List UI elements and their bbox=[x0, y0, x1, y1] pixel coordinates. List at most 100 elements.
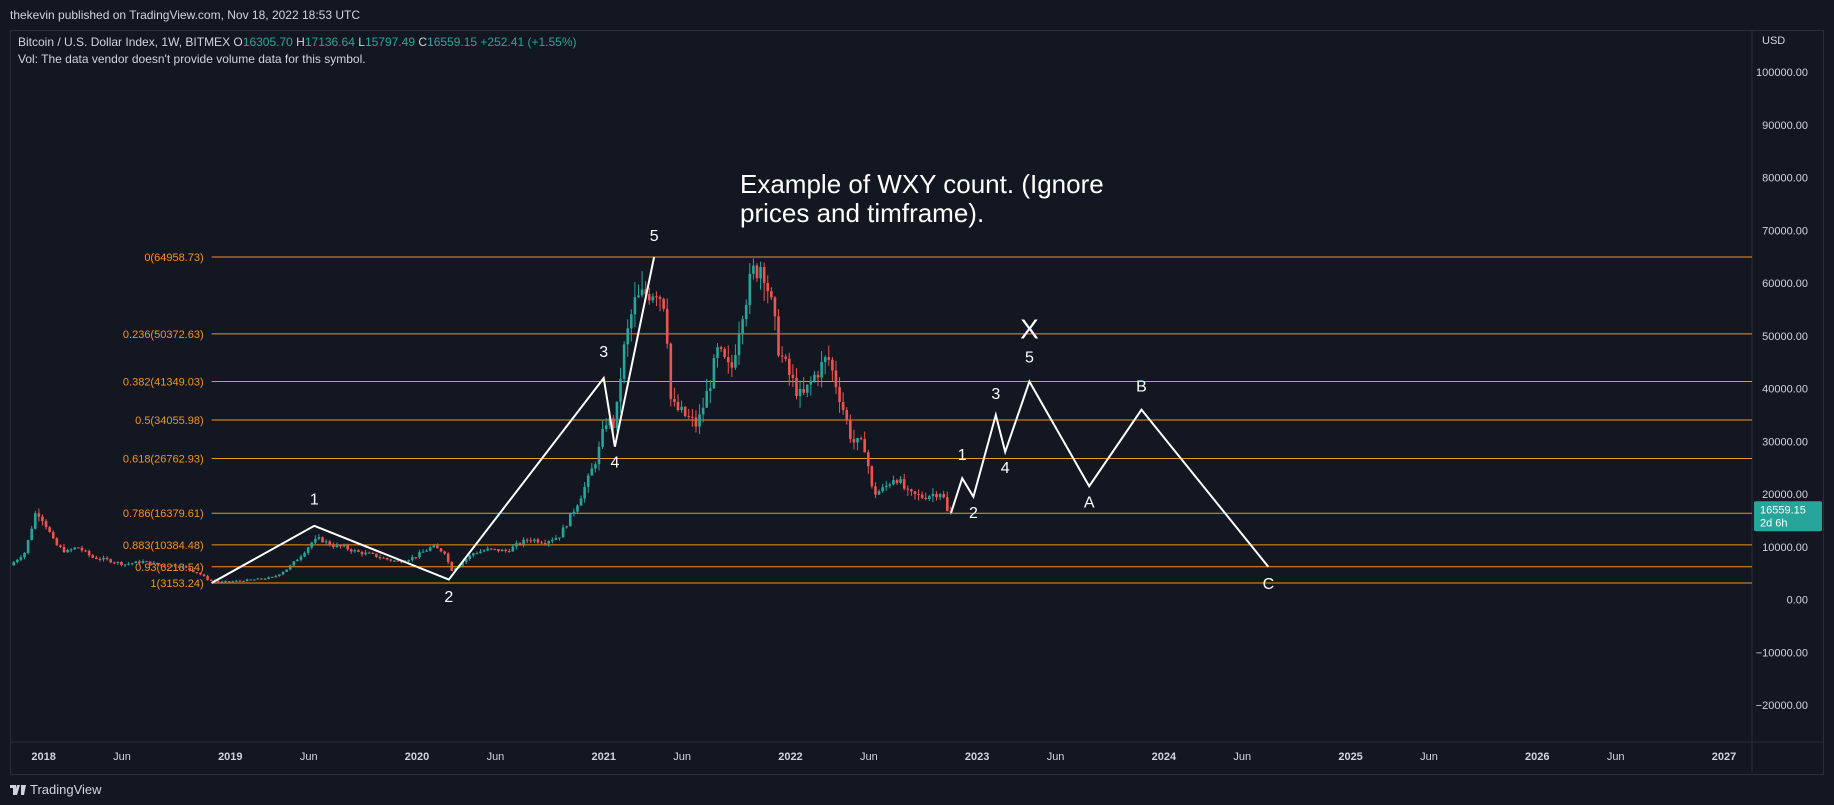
candle-body bbox=[723, 348, 726, 358]
brand-name[interactable]: TradingView bbox=[30, 782, 102, 797]
candle-body bbox=[902, 479, 906, 489]
candle-body bbox=[633, 297, 637, 315]
candle-body bbox=[486, 548, 489, 551]
candle-body bbox=[866, 452, 870, 467]
candle-body bbox=[44, 521, 48, 528]
tradingview-logo-icon[interactable] bbox=[10, 779, 26, 803]
x-tick-label: Jun bbox=[860, 751, 878, 763]
candle-body bbox=[202, 574, 206, 577]
candle-body bbox=[16, 559, 19, 563]
candle-body bbox=[834, 370, 838, 388]
candle-body bbox=[543, 543, 547, 545]
candle-body bbox=[515, 543, 518, 547]
candle-body bbox=[892, 480, 895, 485]
candle-body bbox=[270, 576, 274, 578]
symbol-name[interactable]: Bitcoin / U.S. Dollar Index, 1W, BITMEX bbox=[18, 35, 231, 49]
candle-body bbox=[410, 557, 414, 561]
candle-body bbox=[159, 564, 163, 566]
candle-body bbox=[109, 559, 112, 563]
x-tick-label: Jun bbox=[113, 751, 131, 763]
y-tick-label: 60000.00 bbox=[1762, 278, 1808, 290]
candle-body bbox=[120, 562, 123, 566]
annotation-title[interactable]: Example of WXY count. (Ignore prices and… bbox=[740, 169, 1104, 228]
candle-body bbox=[98, 558, 102, 560]
candle-body bbox=[928, 496, 931, 500]
close-label: C bbox=[418, 35, 428, 49]
y-tick-label: 10000.00 bbox=[1762, 542, 1808, 554]
x-tick-label: 2018 bbox=[31, 751, 55, 763]
change-value: +252.41 (+1.55%) bbox=[480, 35, 577, 49]
candle-body bbox=[296, 559, 299, 562]
candle-body bbox=[12, 562, 16, 566]
candle-body bbox=[407, 560, 410, 562]
x-tick-label: 2019 bbox=[218, 751, 242, 763]
candle-body bbox=[224, 581, 227, 583]
open-label: O bbox=[233, 35, 243, 49]
candle-body bbox=[263, 578, 267, 580]
fib-level-label: 0.93(6218.54) bbox=[135, 562, 204, 574]
candle-body bbox=[497, 549, 500, 552]
candle-body bbox=[382, 557, 385, 559]
candle-body bbox=[712, 358, 716, 389]
candle-body bbox=[856, 438, 859, 443]
chart-frame[interactable] bbox=[10, 30, 1824, 775]
candlesticks bbox=[12, 258, 953, 583]
candle-body bbox=[220, 581, 224, 583]
candle-body bbox=[389, 559, 393, 561]
candle-body bbox=[450, 561, 454, 571]
wave-label: 3 bbox=[599, 344, 608, 361]
candle-body bbox=[339, 544, 342, 547]
candle-body bbox=[730, 362, 734, 368]
candle-body bbox=[77, 547, 80, 549]
candle-body bbox=[33, 513, 37, 529]
candle-body bbox=[647, 294, 651, 301]
candle-body bbox=[762, 267, 766, 283]
y-tick-label: 20000.00 bbox=[1762, 489, 1808, 501]
high-label: H bbox=[296, 35, 305, 49]
candle-body bbox=[536, 539, 540, 543]
candle-body bbox=[935, 493, 938, 498]
candle-body bbox=[310, 542, 314, 548]
candle-body bbox=[630, 314, 633, 329]
candle-body bbox=[525, 539, 529, 541]
candle-body bbox=[130, 563, 134, 565]
candle-body bbox=[784, 356, 788, 359]
candle-body bbox=[55, 538, 59, 546]
candle-body bbox=[145, 561, 148, 563]
candle-body bbox=[644, 289, 647, 295]
candle-body bbox=[813, 374, 816, 381]
candle-body bbox=[734, 355, 737, 368]
x-tick-label: Jun bbox=[1047, 751, 1065, 763]
candle-body bbox=[673, 399, 676, 402]
candle-body bbox=[511, 546, 515, 552]
candle-body bbox=[371, 552, 375, 554]
candle-body bbox=[23, 552, 26, 558]
x-tick-label: 2025 bbox=[1338, 751, 1362, 763]
candle-body bbox=[816, 374, 820, 378]
candle-body bbox=[594, 464, 597, 469]
volume-note: Vol: The data vendor doesn't provide vol… bbox=[18, 52, 366, 66]
candle-body bbox=[443, 551, 446, 554]
wave-label: A bbox=[1084, 494, 1095, 511]
candle-body bbox=[507, 550, 511, 552]
y-tick-label: 40000.00 bbox=[1762, 384, 1808, 396]
candle-body bbox=[529, 540, 533, 542]
candle-body bbox=[551, 539, 554, 542]
candle-body bbox=[170, 565, 174, 567]
candle-body bbox=[306, 547, 310, 553]
candle-body bbox=[364, 552, 367, 555]
candle-body bbox=[41, 516, 44, 522]
candle-body bbox=[349, 549, 353, 552]
candle-body bbox=[687, 416, 691, 418]
candle-body bbox=[335, 544, 339, 548]
y-tick-label: 80000.00 bbox=[1762, 173, 1808, 185]
candle-body bbox=[852, 438, 856, 443]
candle-body bbox=[798, 388, 802, 396]
candle-body bbox=[281, 571, 285, 575]
candle-body bbox=[924, 497, 928, 500]
x-tick-label: 2022 bbox=[778, 751, 802, 763]
candle-body bbox=[235, 580, 238, 582]
candle-body bbox=[69, 549, 73, 551]
candle-body bbox=[285, 569, 288, 572]
